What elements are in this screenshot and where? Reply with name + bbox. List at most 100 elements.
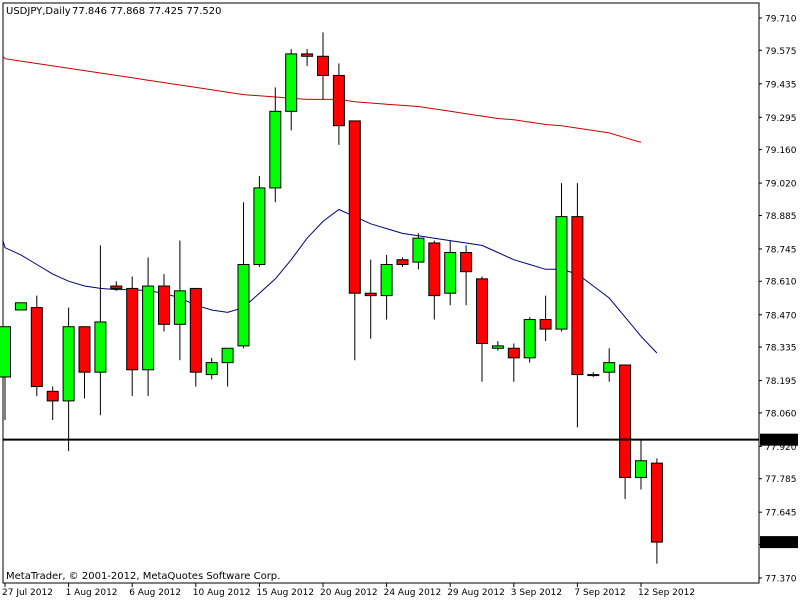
candle: [603, 348, 616, 382]
x-tick-label: 12 Sep 2012: [638, 588, 695, 598]
candle: [364, 259, 377, 339]
candle: [460, 245, 473, 306]
candle-body: [428, 242, 441, 297]
candle-body: [332, 74, 345, 127]
candle-body: [555, 216, 568, 330]
candle: [317, 32, 329, 100]
y-tick-label: 78.885: [765, 212, 797, 222]
candle-body: [348, 120, 361, 294]
candle-body: [444, 252, 457, 294]
candle: [221, 347, 234, 387]
y-tick-label: 79.160: [765, 146, 797, 156]
candle-body: [30, 307, 43, 388]
candle: [587, 372, 600, 377]
candle-body: [126, 287, 139, 371]
candle: [332, 63, 345, 145]
candle-body: [491, 345, 504, 349]
candle-body: [396, 259, 409, 265]
candle: [412, 233, 425, 270]
candle-body: [587, 374, 600, 377]
candle-body: [0, 326, 11, 378]
y-tick-label: 77.370: [765, 575, 797, 585]
time-axis: 27 Jul 2012 1 Aug 2012 6 Aug 2012 10 Aug 20…: [2, 583, 695, 598]
y-tick-label: 78.745: [765, 245, 797, 255]
candle: [142, 257, 155, 397]
candle: [30, 295, 43, 397]
y-tick-label: 78.610: [765, 278, 797, 288]
y-tick-label: 79.020: [765, 180, 797, 190]
candle: [476, 276, 488, 382]
candle: [348, 120, 361, 361]
moving-average-slow: [2, 55, 642, 143]
y-tick-label: 77.645: [765, 509, 797, 519]
candle-body: [142, 285, 155, 371]
candle-body: [539, 319, 552, 330]
candle-body: [253, 187, 266, 265]
candle-body: [571, 216, 584, 376]
candle-body: [78, 326, 91, 373]
candle: [173, 240, 186, 361]
y-tick-label: 78.060: [765, 409, 797, 419]
candle: [62, 307, 75, 452]
candle-body: [285, 53, 298, 112]
x-tick-label: 29 Aug 2012: [447, 588, 505, 598]
candles: [0, 32, 663, 564]
candle: [158, 274, 170, 332]
candle-body: [364, 292, 377, 297]
candle-body: [650, 462, 663, 543]
ma-slow-line: [2, 55, 642, 143]
copyright-text: MetaTrader, © 2001-2012, MetaQuotes Soft…: [6, 571, 280, 582]
candle: [555, 183, 568, 332]
horizontal-lines: 77.948: [3, 433, 798, 446]
symbol-timeframe: USDJPY,Daily: [6, 6, 71, 17]
candle-body: [269, 110, 282, 189]
candle: [110, 281, 123, 291]
candle: [444, 240, 457, 306]
candle-body: [221, 347, 234, 364]
x-tick-label: 1 Aug 2012: [66, 588, 118, 598]
candle: [253, 175, 266, 267]
x-tick-label: 3 Sep 2012: [511, 588, 562, 598]
current-price-marker: [760, 536, 798, 549]
candle: [285, 49, 298, 131]
y-tick-label: 78.470: [765, 311, 797, 321]
candle: [491, 341, 504, 351]
y-tick-label: 79.710: [765, 15, 797, 25]
candle-body: [110, 285, 123, 289]
candle: [428, 240, 441, 320]
y-tick-label: 79.435: [765, 80, 797, 90]
current-price-label: 77.520: [763, 539, 795, 549]
candle-body: [301, 53, 314, 57]
candle-body: [94, 321, 107, 373]
x-tick-label: 27 Jul 2012: [2, 588, 53, 598]
candle: [523, 317, 536, 363]
y-tick-label: 77.920: [765, 443, 797, 453]
candle-body: [523, 319, 536, 359]
hline-price-label: 77.948: [763, 436, 795, 446]
price-axis: 79.710 79.575 79.435 79.295 79.160 79.020 78.8…: [759, 15, 798, 585]
candle: [650, 458, 663, 564]
x-tick-label: 7 Sep 2012: [574, 588, 625, 598]
candle-body: [603, 362, 616, 373]
y-tick-label: 79.295: [765, 114, 797, 124]
candle-body: [237, 263, 250, 347]
candle-body: [189, 287, 202, 373]
candle: [126, 276, 139, 397]
candle-body: [412, 237, 425, 263]
y-tick-label: 79.575: [765, 47, 797, 57]
candle: [301, 49, 314, 66]
candle: [189, 287, 202, 387]
candle: [635, 439, 647, 490]
candle-body: [158, 285, 170, 325]
y-tick-label: 78.335: [765, 344, 797, 354]
candle-body: [317, 55, 329, 76]
candle: [507, 343, 520, 382]
x-tick-label: 10 Aug 2012: [193, 588, 251, 598]
candle: [14, 302, 27, 311]
candle: [237, 202, 250, 349]
candle-body: [619, 364, 632, 478]
candle: [539, 295, 552, 342]
hline-price-marker: [760, 433, 798, 446]
ohlc-readout: 77.846 77.868 77.425 77.520: [72, 6, 222, 17]
